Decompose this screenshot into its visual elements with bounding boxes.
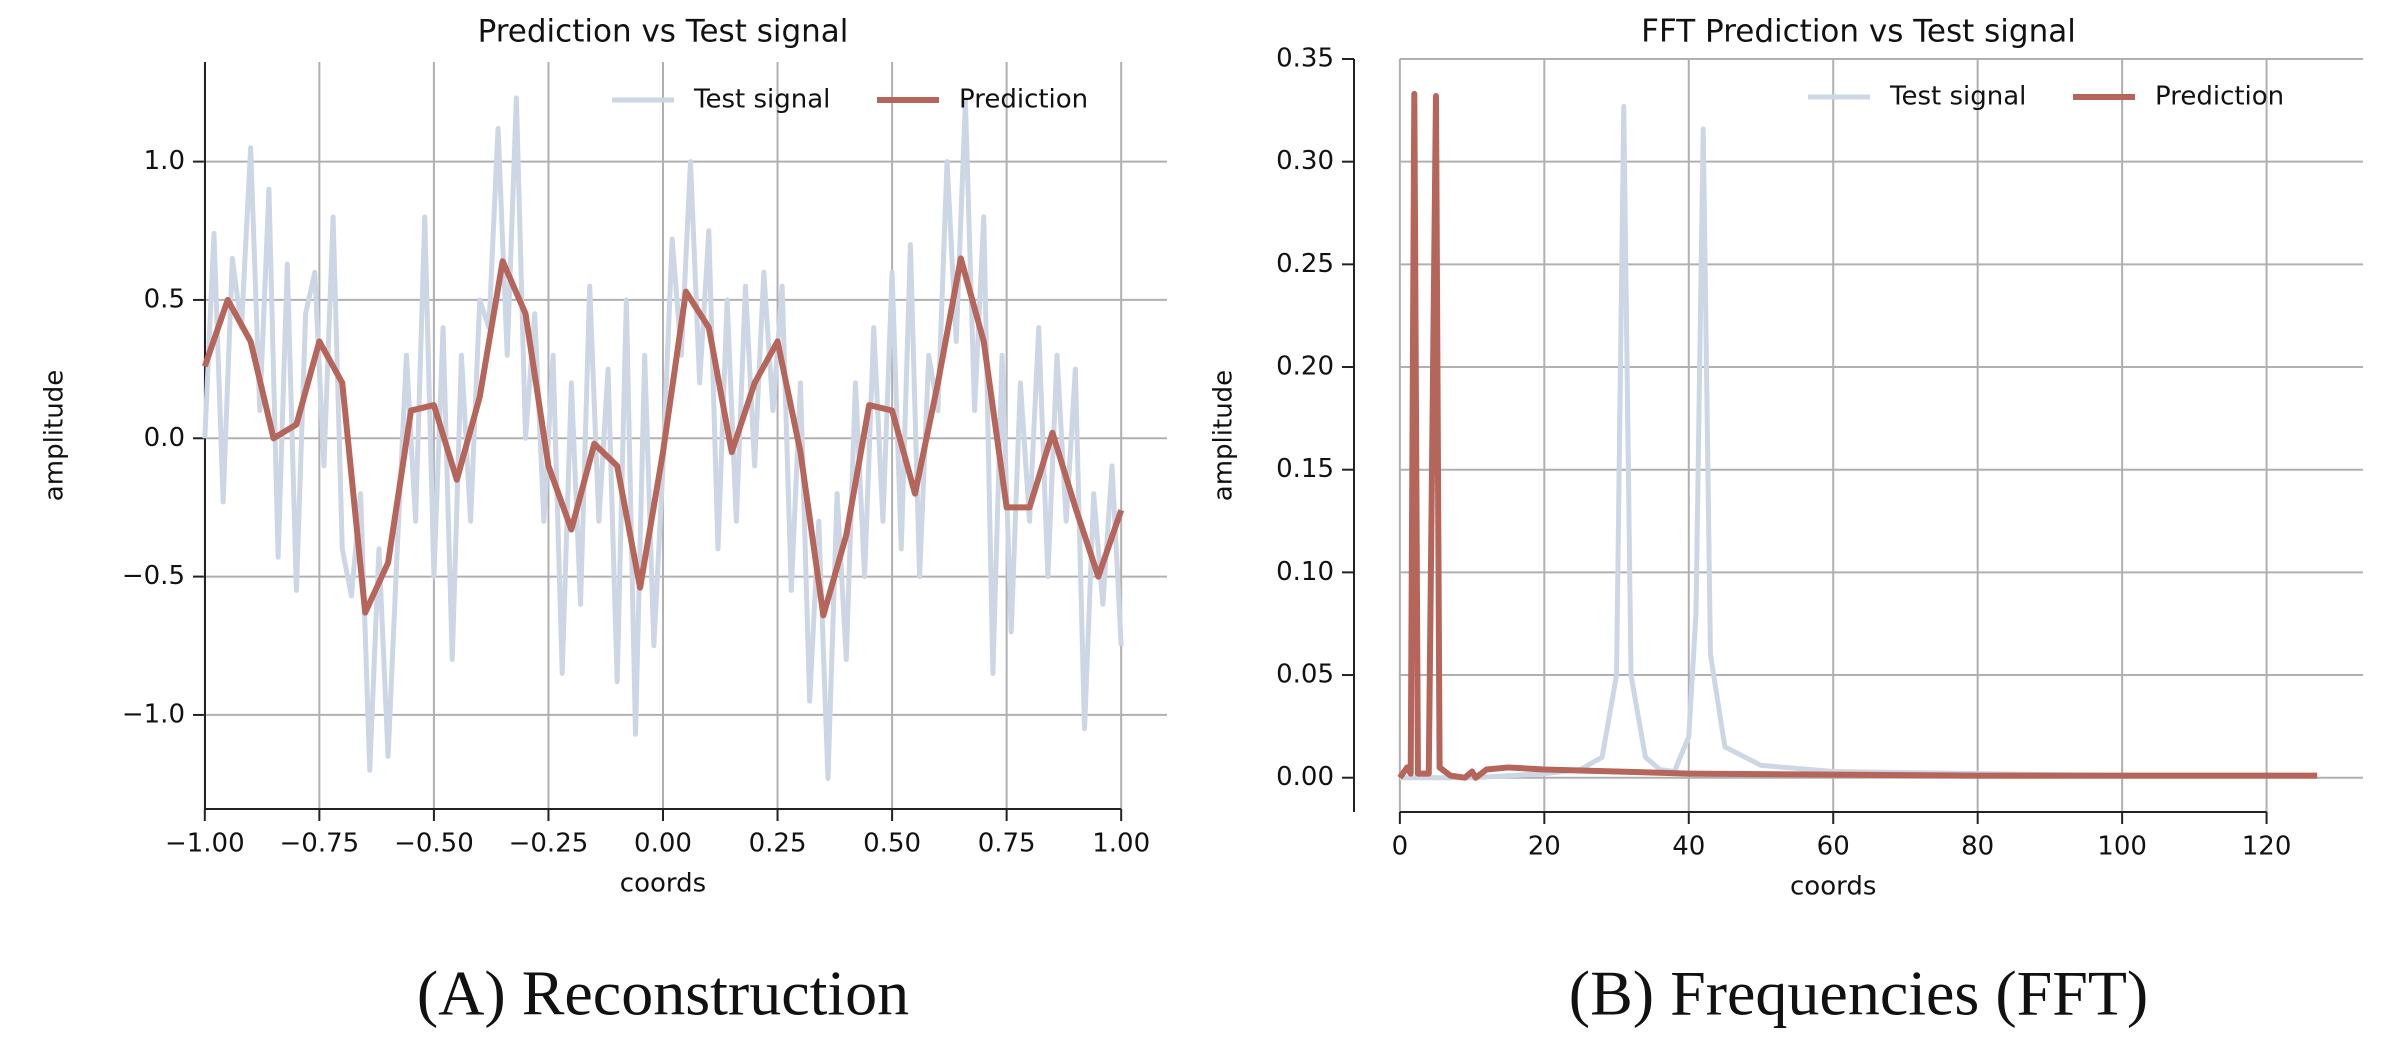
x-tick-label: 1.00 — [1092, 829, 1150, 859]
caption: (B) Frequencies (FFT) — [1569, 958, 2148, 1029]
x-tick-label: 20 — [1528, 832, 1561, 862]
x-tick-label: −0.50 — [394, 829, 474, 859]
y-tick-label: 0.15 — [1276, 454, 1334, 484]
legend-label: Prediction — [959, 85, 1088, 115]
x-tick-label: 40 — [1672, 832, 1705, 862]
series-line — [1397, 90, 2318, 781]
y-tick-label: 0.00 — [1276, 762, 1334, 792]
y-axis-label: amplitude — [40, 370, 70, 501]
x-tick-label: 60 — [1817, 832, 1850, 862]
chart-title: FFT Prediction vs Test signal — [1641, 14, 2076, 50]
series-line — [1399, 103, 2318, 781]
y-tick-label: −0.5 — [122, 561, 185, 591]
x-tick-label: 0.75 — [978, 829, 1036, 859]
y-tick-label: −1.0 — [122, 699, 185, 729]
x-tick-label: 120 — [2242, 832, 2292, 862]
y-tick-label: 0.25 — [1276, 249, 1334, 279]
caption: (A) Reconstruction — [417, 958, 909, 1029]
x-tick-label: −0.75 — [280, 829, 360, 859]
y-tick-label: 0.05 — [1276, 660, 1334, 690]
series-line — [201, 255, 1125, 619]
y-tick-label: 0.0 — [144, 423, 185, 453]
x-axis-label: coords — [620, 869, 706, 899]
y-tick-label: 0.35 — [1276, 44, 1334, 74]
x-axis-label: coords — [1790, 872, 1876, 902]
x-tick-label: 0.50 — [863, 829, 921, 859]
y-tick-label: 0.30 — [1276, 146, 1334, 176]
x-tick-label: 100 — [2097, 832, 2147, 862]
y-tick-label: 0.20 — [1276, 352, 1334, 382]
y-axis-label: amplitude — [1209, 370, 1239, 501]
x-tick-label: −0.25 — [509, 829, 589, 859]
x-tick-label: −1.00 — [165, 829, 245, 859]
x-tick-label: 80 — [1961, 832, 1994, 862]
x-tick-label: 0 — [1392, 832, 1409, 862]
chart-title: Prediction vs Test signal — [478, 14, 849, 50]
x-tick-label: 0.00 — [634, 829, 692, 859]
legend-label: Prediction — [2155, 82, 2284, 112]
x-tick-label: 0.25 — [749, 829, 807, 859]
y-tick-label: 0.5 — [144, 284, 185, 314]
legend-label: Test signal — [693, 85, 830, 115]
y-tick-label: 1.0 — [144, 146, 185, 176]
y-tick-label: 0.10 — [1276, 557, 1334, 587]
legend-label: Test signal — [1889, 82, 2026, 112]
